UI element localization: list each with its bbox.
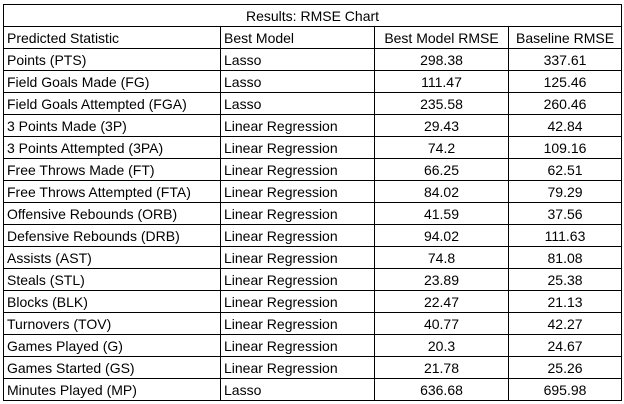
- table-row: Minutes Played (MP) Lasso 636.68 695.98: [3, 378, 623, 401]
- baseline-rmse-cell: 109.16: [507, 136, 623, 159]
- baseline-rmse-cell: 79.29: [507, 180, 623, 203]
- best-model-cell: Lasso: [220, 70, 375, 93]
- baseline-rmse-cell: 337.61: [507, 48, 623, 71]
- best-model-cell: Linear Regression: [220, 202, 375, 225]
- predicted-statistic-cell: Free Throws Attempted (FTA): [3, 180, 221, 203]
- table-row: 3 Points Made (3P) Linear Regression 29.43…: [3, 114, 623, 137]
- table-row: Field Goals Attempted (FGA) Lasso 235.58 26…: [3, 92, 623, 115]
- table-row: Blocks (BLK) Linear Regression 22.47 21.13: [3, 290, 623, 313]
- best-model-rmse-cell: 22.47: [374, 290, 509, 313]
- header-row: Predicted Statistic Best Model Best Mode…: [3, 26, 623, 49]
- predicted-statistic-cell: Field Goals Attempted (FGA): [3, 92, 221, 115]
- table-row: Games Started (GS) Linear Regression 21.78…: [3, 356, 623, 379]
- baseline-rmse-cell: 111.63: [507, 224, 623, 247]
- best-model-cell: Linear Regression: [220, 356, 375, 379]
- best-model-cell: Lasso: [220, 92, 375, 115]
- table-row: Turnovers (TOV) Linear Regression 40.77 42.…: [3, 312, 623, 335]
- baseline-rmse-cell: 81.08: [507, 246, 623, 269]
- table-row: Defensive Rebounds (DRB) Linear Regressio…: [3, 224, 623, 247]
- column-header-predicted-statistic: Predicted Statistic: [3, 26, 221, 49]
- predicted-statistic-cell: 3 Points Attempted (3PA): [3, 136, 221, 159]
- column-header-best-model: Best Model: [220, 26, 375, 49]
- rmse-results-table: Results: RMSE Chart Predicted Statistic …: [2, 4, 623, 401]
- predicted-statistic-cell: 3 Points Made (3P): [3, 114, 221, 137]
- table-row: Points (PTS) Lasso 298.38 337.61: [3, 48, 623, 71]
- predicted-statistic-cell: Steals (STL): [3, 268, 221, 291]
- best-model-cell: Linear Regression: [220, 290, 375, 313]
- title-row: Results: RMSE Chart: [2, 4, 623, 27]
- baseline-rmse-cell: 42.27: [507, 312, 623, 335]
- baseline-rmse-cell: 21.13: [507, 290, 623, 313]
- best-model-cell: Linear Regression: [220, 312, 375, 335]
- best-model-rmse-cell: 40.77: [374, 312, 509, 335]
- best-model-rmse-cell: 20.3: [374, 334, 509, 357]
- best-model-rmse-cell: 66.25: [374, 158, 509, 181]
- best-model-rmse-cell: 23.89: [374, 268, 509, 291]
- baseline-rmse-cell: 25.26: [507, 356, 623, 379]
- predicted-statistic-cell: Offensive Rebounds (ORB): [3, 202, 221, 225]
- table-row: 3 Points Attempted (3PA) Linear Regressio…: [3, 136, 623, 159]
- best-model-rmse-cell: 111.47: [374, 70, 509, 93]
- best-model-cell: Linear Regression: [220, 114, 375, 137]
- best-model-cell: Linear Regression: [220, 334, 375, 357]
- predicted-statistic-cell: Minutes Played (MP): [3, 378, 221, 401]
- best-model-rmse-cell: 298.38: [374, 48, 509, 71]
- table-row: Free Throws Attempted (FTA) Linear Regres…: [3, 180, 623, 203]
- baseline-rmse-cell: 695.98: [507, 378, 623, 401]
- baseline-rmse-cell: 260.46: [507, 92, 623, 115]
- baseline-rmse-cell: 37.56: [507, 202, 623, 225]
- best-model-cell: Linear Regression: [220, 158, 375, 181]
- baseline-rmse-cell: 24.67: [507, 334, 623, 357]
- table-row: Games Played (G) Linear Regression 20.3 24.…: [3, 334, 623, 357]
- best-model-cell: Linear Regression: [220, 224, 375, 247]
- table-row: Steals (STL) Linear Regression 23.89 25.38: [3, 268, 623, 291]
- best-model-cell: Linear Regression: [220, 246, 375, 269]
- best-model-rmse-cell: 41.59: [374, 202, 509, 225]
- baseline-rmse-cell: 42.84: [507, 114, 623, 137]
- table-body: Points (PTS) Lasso 298.38 337.61 Field Goals…: [3, 48, 623, 401]
- best-model-rmse-cell: 74.8: [374, 246, 509, 269]
- best-model-cell: Linear Regression: [220, 136, 375, 159]
- best-model-cell: Linear Regression: [220, 268, 375, 291]
- column-header-best-model-rmse: Best Model RMSE: [374, 26, 509, 49]
- best-model-rmse-cell: 235.58: [374, 92, 509, 115]
- predicted-statistic-cell: Games Started (GS): [3, 356, 221, 379]
- predicted-statistic-cell: Defensive Rebounds (DRB): [3, 224, 221, 247]
- baseline-rmse-cell: 25.38: [507, 268, 623, 291]
- best-model-rmse-cell: 74.2: [374, 136, 509, 159]
- table-row: Field Goals Made (FG) Lasso 111.47 125.46: [3, 70, 623, 93]
- best-model-rmse-cell: 21.78: [374, 356, 509, 379]
- best-model-cell: Lasso: [220, 378, 375, 401]
- table-row: Offensive Rebounds (ORB) Linear Regressio…: [3, 202, 623, 225]
- predicted-statistic-cell: Assists (AST): [3, 246, 221, 269]
- best-model-cell: Linear Regression: [220, 180, 375, 203]
- table-row: Assists (AST) Linear Regression 74.8 81.08: [3, 246, 623, 269]
- best-model-cell: Lasso: [220, 48, 375, 71]
- table-row: Free Throws Made (FT) Linear Regression 66…: [3, 158, 623, 181]
- best-model-rmse-cell: 84.02: [374, 180, 509, 203]
- predicted-statistic-cell: Turnovers (TOV): [3, 312, 221, 335]
- baseline-rmse-cell: 62.51: [507, 158, 623, 181]
- best-model-rmse-cell: 29.43: [374, 114, 509, 137]
- best-model-rmse-cell: 94.02: [374, 224, 509, 247]
- predicted-statistic-cell: Free Throws Made (FT): [3, 158, 221, 181]
- table-title: Results: RMSE Chart: [2, 4, 623, 27]
- predicted-statistic-cell: Games Played (G): [3, 334, 221, 357]
- column-header-baseline-rmse: Baseline RMSE: [507, 26, 623, 49]
- predicted-statistic-cell: Points (PTS): [3, 48, 221, 71]
- baseline-rmse-cell: 125.46: [507, 70, 623, 93]
- predicted-statistic-cell: Field Goals Made (FG): [3, 70, 221, 93]
- predicted-statistic-cell: Blocks (BLK): [3, 290, 221, 313]
- best-model-rmse-cell: 636.68: [374, 378, 509, 401]
